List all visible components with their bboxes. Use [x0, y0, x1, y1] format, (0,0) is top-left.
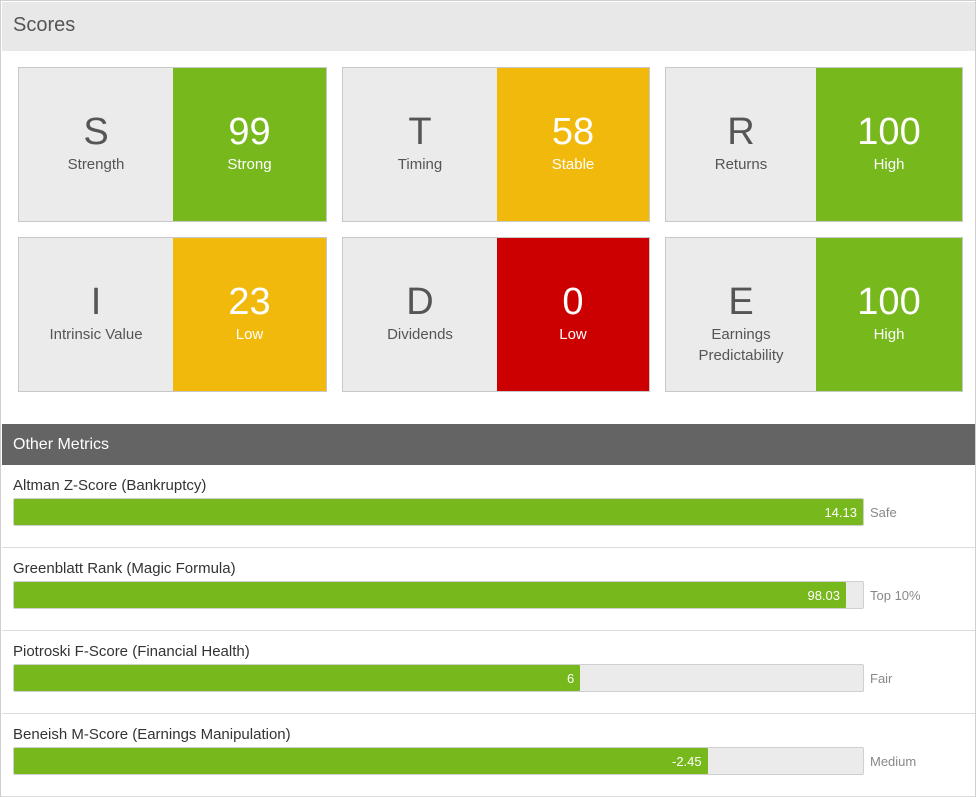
score-card-left: E Earnings Predictability	[666, 238, 816, 391]
score-value: 23	[228, 281, 271, 323]
metric-value: -2.45	[671, 754, 702, 769]
metric-bar-fill: 98.03	[14, 582, 847, 608]
other-metrics-title: Other Metrics	[13, 436, 110, 453]
metric-status: Medium	[870, 754, 917, 769]
score-letter: I	[90, 281, 102, 323]
score-card-left: R Returns	[666, 68, 816, 221]
metric-bar-track: -2.45	[13, 747, 864, 775]
score-value: 99	[228, 111, 271, 153]
score-label: Earnings Predictability	[698, 326, 784, 364]
metric-value: 14.13	[824, 505, 857, 520]
score-card-strength[interactable]: S Strength 99 Strong	[18, 67, 327, 222]
other-metrics-header: Other Metrics	[2, 424, 975, 465]
score-card-timing[interactable]: T Timing 58 Stable	[342, 67, 650, 222]
score-card-dividends[interactable]: D Dividends 0 Low	[342, 237, 650, 392]
metric-status: Top 10%	[870, 588, 921, 603]
score-card-earnings-predictability[interactable]: E Earnings Predictability 100 High	[665, 237, 963, 392]
metric-bar-track: 98.03	[13, 581, 864, 609]
metric-label: Altman Z-Score (Bankruptcy)	[13, 477, 207, 494]
metric-row-piotroski-f-score[interactable]: Piotroski F-Score (Financial Health) 6 F…	[2, 631, 975, 714]
score-card-intrinsic-value[interactable]: I Intrinsic Value 23 Low	[18, 237, 327, 392]
metric-row-greenblatt-rank[interactable]: Greenblatt Rank (Magic Formula) 98.03 To…	[2, 548, 975, 631]
scores-title: Scores	[13, 14, 76, 36]
score-card-left: S Strength	[19, 68, 173, 221]
score-letter: T	[408, 111, 432, 153]
score-value-box: 0 Low	[497, 238, 649, 391]
score-label: Dividends	[387, 326, 453, 343]
score-value: 0	[562, 281, 584, 323]
score-rating: Low	[559, 326, 587, 343]
score-value-box: 58 Stable	[497, 68, 649, 221]
metric-label: Greenblatt Rank (Magic Formula)	[13, 560, 236, 577]
metric-bar-track: 14.13	[13, 498, 864, 526]
score-rating: Strong	[227, 156, 272, 173]
score-rating: High	[873, 326, 905, 343]
score-card-left: I Intrinsic Value	[19, 238, 173, 391]
metric-label: Piotroski F-Score (Financial Health)	[13, 643, 250, 660]
metric-label: Beneish M-Score (Earnings Manipulation)	[13, 726, 291, 743]
metric-status: Fair	[870, 671, 893, 686]
metric-bar-fill: -2.45	[14, 748, 708, 774]
score-value: 100	[857, 281, 921, 323]
score-letter: E	[728, 281, 754, 323]
score-rating: High	[873, 156, 905, 173]
score-value: 100	[857, 111, 921, 153]
score-letter: S	[83, 111, 109, 153]
score-label: Timing	[397, 156, 443, 173]
score-letter: R	[727, 111, 755, 153]
score-label: Intrinsic Value	[49, 326, 143, 343]
score-value-box: 23 Low	[173, 238, 326, 391]
score-card-left: D Dividends	[343, 238, 497, 391]
score-card-left: T Timing	[343, 68, 497, 221]
scores-header: Scores	[2, 2, 975, 51]
metric-bar-fill: 6	[14, 665, 581, 691]
score-label: Strength	[67, 156, 125, 173]
metric-row-altman-z-score[interactable]: Altman Z-Score (Bankruptcy) 14.13 Safe	[2, 465, 975, 548]
score-rating: Low	[235, 326, 264, 343]
score-letter: D	[406, 281, 434, 323]
metric-bar-track: 6	[13, 664, 864, 692]
score-value-box: 100 High	[816, 68, 962, 221]
score-label: Returns	[714, 156, 768, 173]
score-rating: Stable	[551, 156, 595, 173]
metric-status: Safe	[870, 505, 897, 520]
metric-bar-fill: 14.13	[14, 499, 863, 525]
metric-value: 6	[567, 671, 575, 686]
metric-row-beneish-m-score[interactable]: Beneish M-Score (Earnings Manipulation) …	[2, 714, 975, 797]
metric-value: 98.03	[807, 588, 841, 603]
score-value-box: 100 High	[816, 238, 962, 391]
score-value: 58	[551, 111, 595, 153]
score-value-box: 99 Strong	[173, 68, 326, 221]
score-card-returns[interactable]: R Returns 100 High	[665, 67, 963, 222]
